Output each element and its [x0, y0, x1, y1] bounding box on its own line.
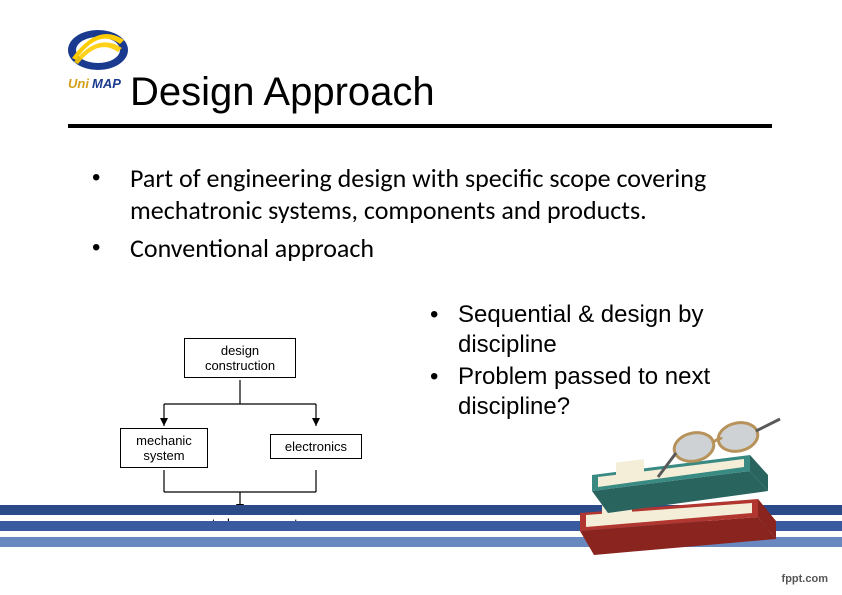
books-illustration	[572, 413, 782, 563]
watermark: fppt.com	[782, 573, 828, 585]
diagram-node-label: mechanic system	[136, 433, 192, 463]
body-list: • Part of engineering design with specif…	[86, 162, 786, 270]
diagram-node-label: electronics	[285, 439, 347, 454]
diagram-node-right: electronics	[270, 434, 362, 459]
diagram-node-top: design construction	[184, 338, 296, 378]
list-item: • Part of engineering design with specif…	[86, 162, 786, 226]
list-item-text: Conventional approach	[130, 232, 374, 264]
sub-list: • Sequential & design by discipline • Pr…	[430, 300, 790, 424]
diagram-node-label: design construction	[205, 343, 275, 373]
bullet-icon: •	[86, 232, 130, 264]
list-item: • Sequential & design by discipline	[430, 300, 790, 360]
bullet-icon: •	[86, 162, 130, 226]
title-divider	[68, 124, 772, 128]
bullet-icon: •	[430, 300, 458, 360]
svg-text:MAP: MAP	[92, 76, 121, 91]
list-item: • Conventional approach	[86, 232, 786, 264]
bullet-icon: •	[430, 362, 458, 422]
svg-text:Uni: Uni	[68, 76, 89, 91]
logo: Uni MAP	[62, 22, 134, 94]
list-item-text: Part of engineering design with specific…	[130, 162, 786, 226]
list-item-text: Sequential & design by discipline	[458, 300, 790, 360]
page-title: Design Approach	[130, 70, 435, 115]
diagram-node-left: mechanic system	[120, 428, 208, 468]
